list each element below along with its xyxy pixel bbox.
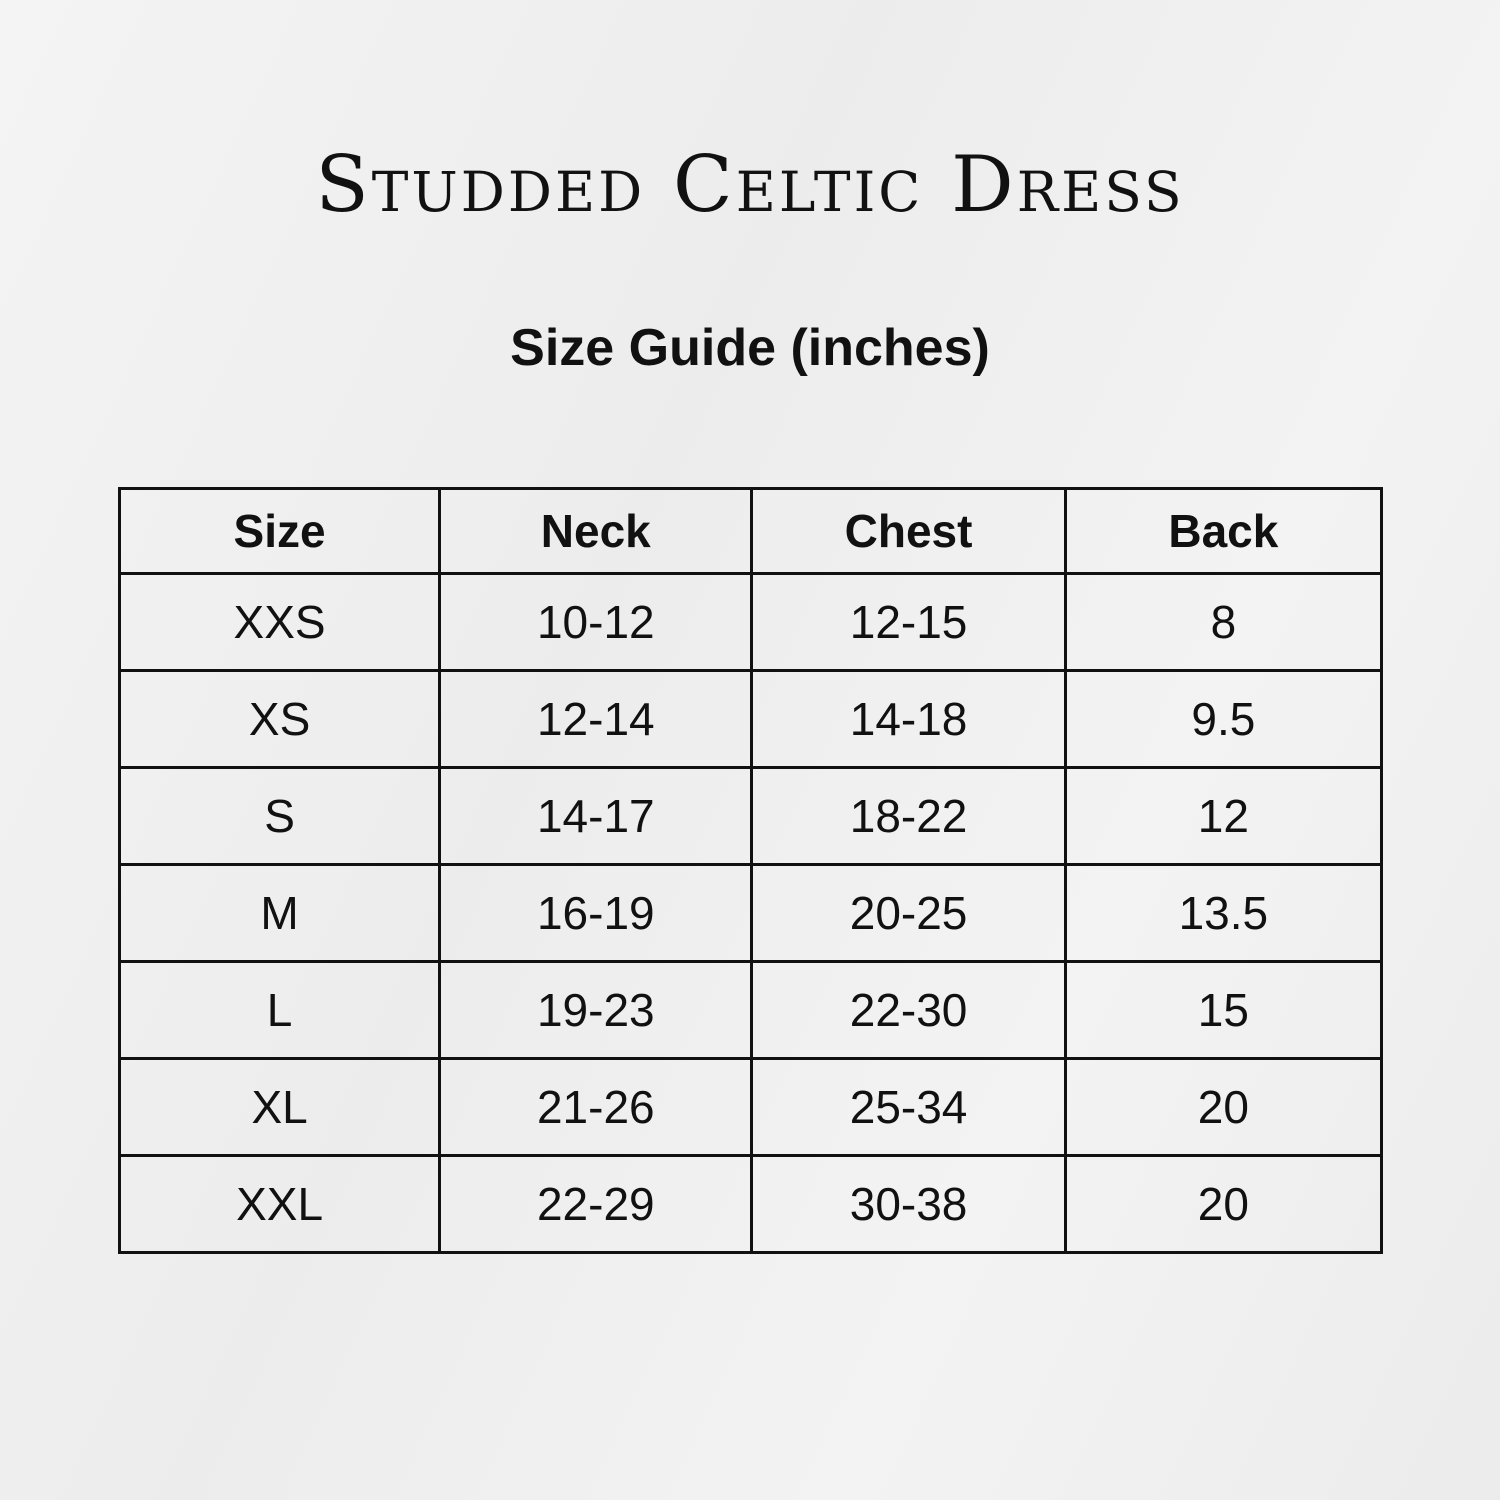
table-cell-neck: 14-17 (438, 766, 754, 866)
page-title: Studded Celtic Dress (315, 140, 1185, 230)
table-cell-size: L (117, 960, 442, 1060)
table-header-row: Size Neck Chest Back (117, 487, 1384, 575)
table-row: L 19-23 22-30 15 (117, 960, 1384, 1060)
table-cell-chest: 12-15 (750, 572, 1067, 672)
table-cell-chest: 22-30 (750, 960, 1067, 1060)
column-header-size: Size (117, 487, 442, 575)
table-cell-chest: 30-38 (750, 1154, 1067, 1254)
table-cell-neck: 12-14 (438, 669, 754, 769)
table-cell-size: S (117, 766, 442, 866)
table-cell-back: 8 (1063, 572, 1384, 672)
table-cell-back: 12 (1063, 766, 1384, 866)
table-cell-neck: 21-26 (438, 1057, 754, 1157)
table-cell-chest: 18-22 (750, 766, 1067, 866)
table-row: XXS 10-12 12-15 8 (117, 572, 1384, 672)
table-row: XXL 22-29 30-38 20 (117, 1154, 1384, 1254)
table-cell-chest: 25-34 (750, 1057, 1067, 1157)
column-header-chest: Chest (750, 487, 1067, 575)
size-table: Size Neck Chest Back XXS 10-12 12-15 8 XS 12-14 1… (117, 487, 1384, 1254)
page-subtitle: Size Guide (inches) (510, 319, 990, 377)
table-cell-size: XXL (117, 1154, 442, 1254)
table-cell-back: 20 (1063, 1057, 1384, 1157)
table-row: S 14-17 18-22 12 (117, 766, 1384, 866)
table-cell-neck: 16-19 (438, 863, 754, 963)
table-cell-size: XL (117, 1057, 442, 1157)
table-cell-back: 20 (1063, 1154, 1384, 1254)
table-cell-size: XXS (117, 572, 442, 672)
table-row: M 16-19 20-25 13.5 (117, 863, 1384, 963)
table-cell-chest: 14-18 (750, 669, 1067, 769)
table-cell-back: 15 (1063, 960, 1384, 1060)
table-cell-neck: 22-29 (438, 1154, 754, 1254)
table-cell-chest: 20-25 (750, 863, 1067, 963)
table-cell-neck: 19-23 (438, 960, 754, 1060)
table-row: XL 21-26 25-34 20 (117, 1057, 1384, 1157)
column-header-neck: Neck (438, 487, 754, 575)
table-cell-back: 13.5 (1063, 863, 1384, 963)
column-header-back: Back (1063, 487, 1384, 575)
table-cell-size: M (117, 863, 442, 963)
table-row: XS 12-14 14-18 9.5 (117, 669, 1384, 769)
table-cell-back: 9.5 (1063, 669, 1384, 769)
table-cell-neck: 10-12 (438, 572, 754, 672)
table-cell-size: XS (117, 669, 442, 769)
